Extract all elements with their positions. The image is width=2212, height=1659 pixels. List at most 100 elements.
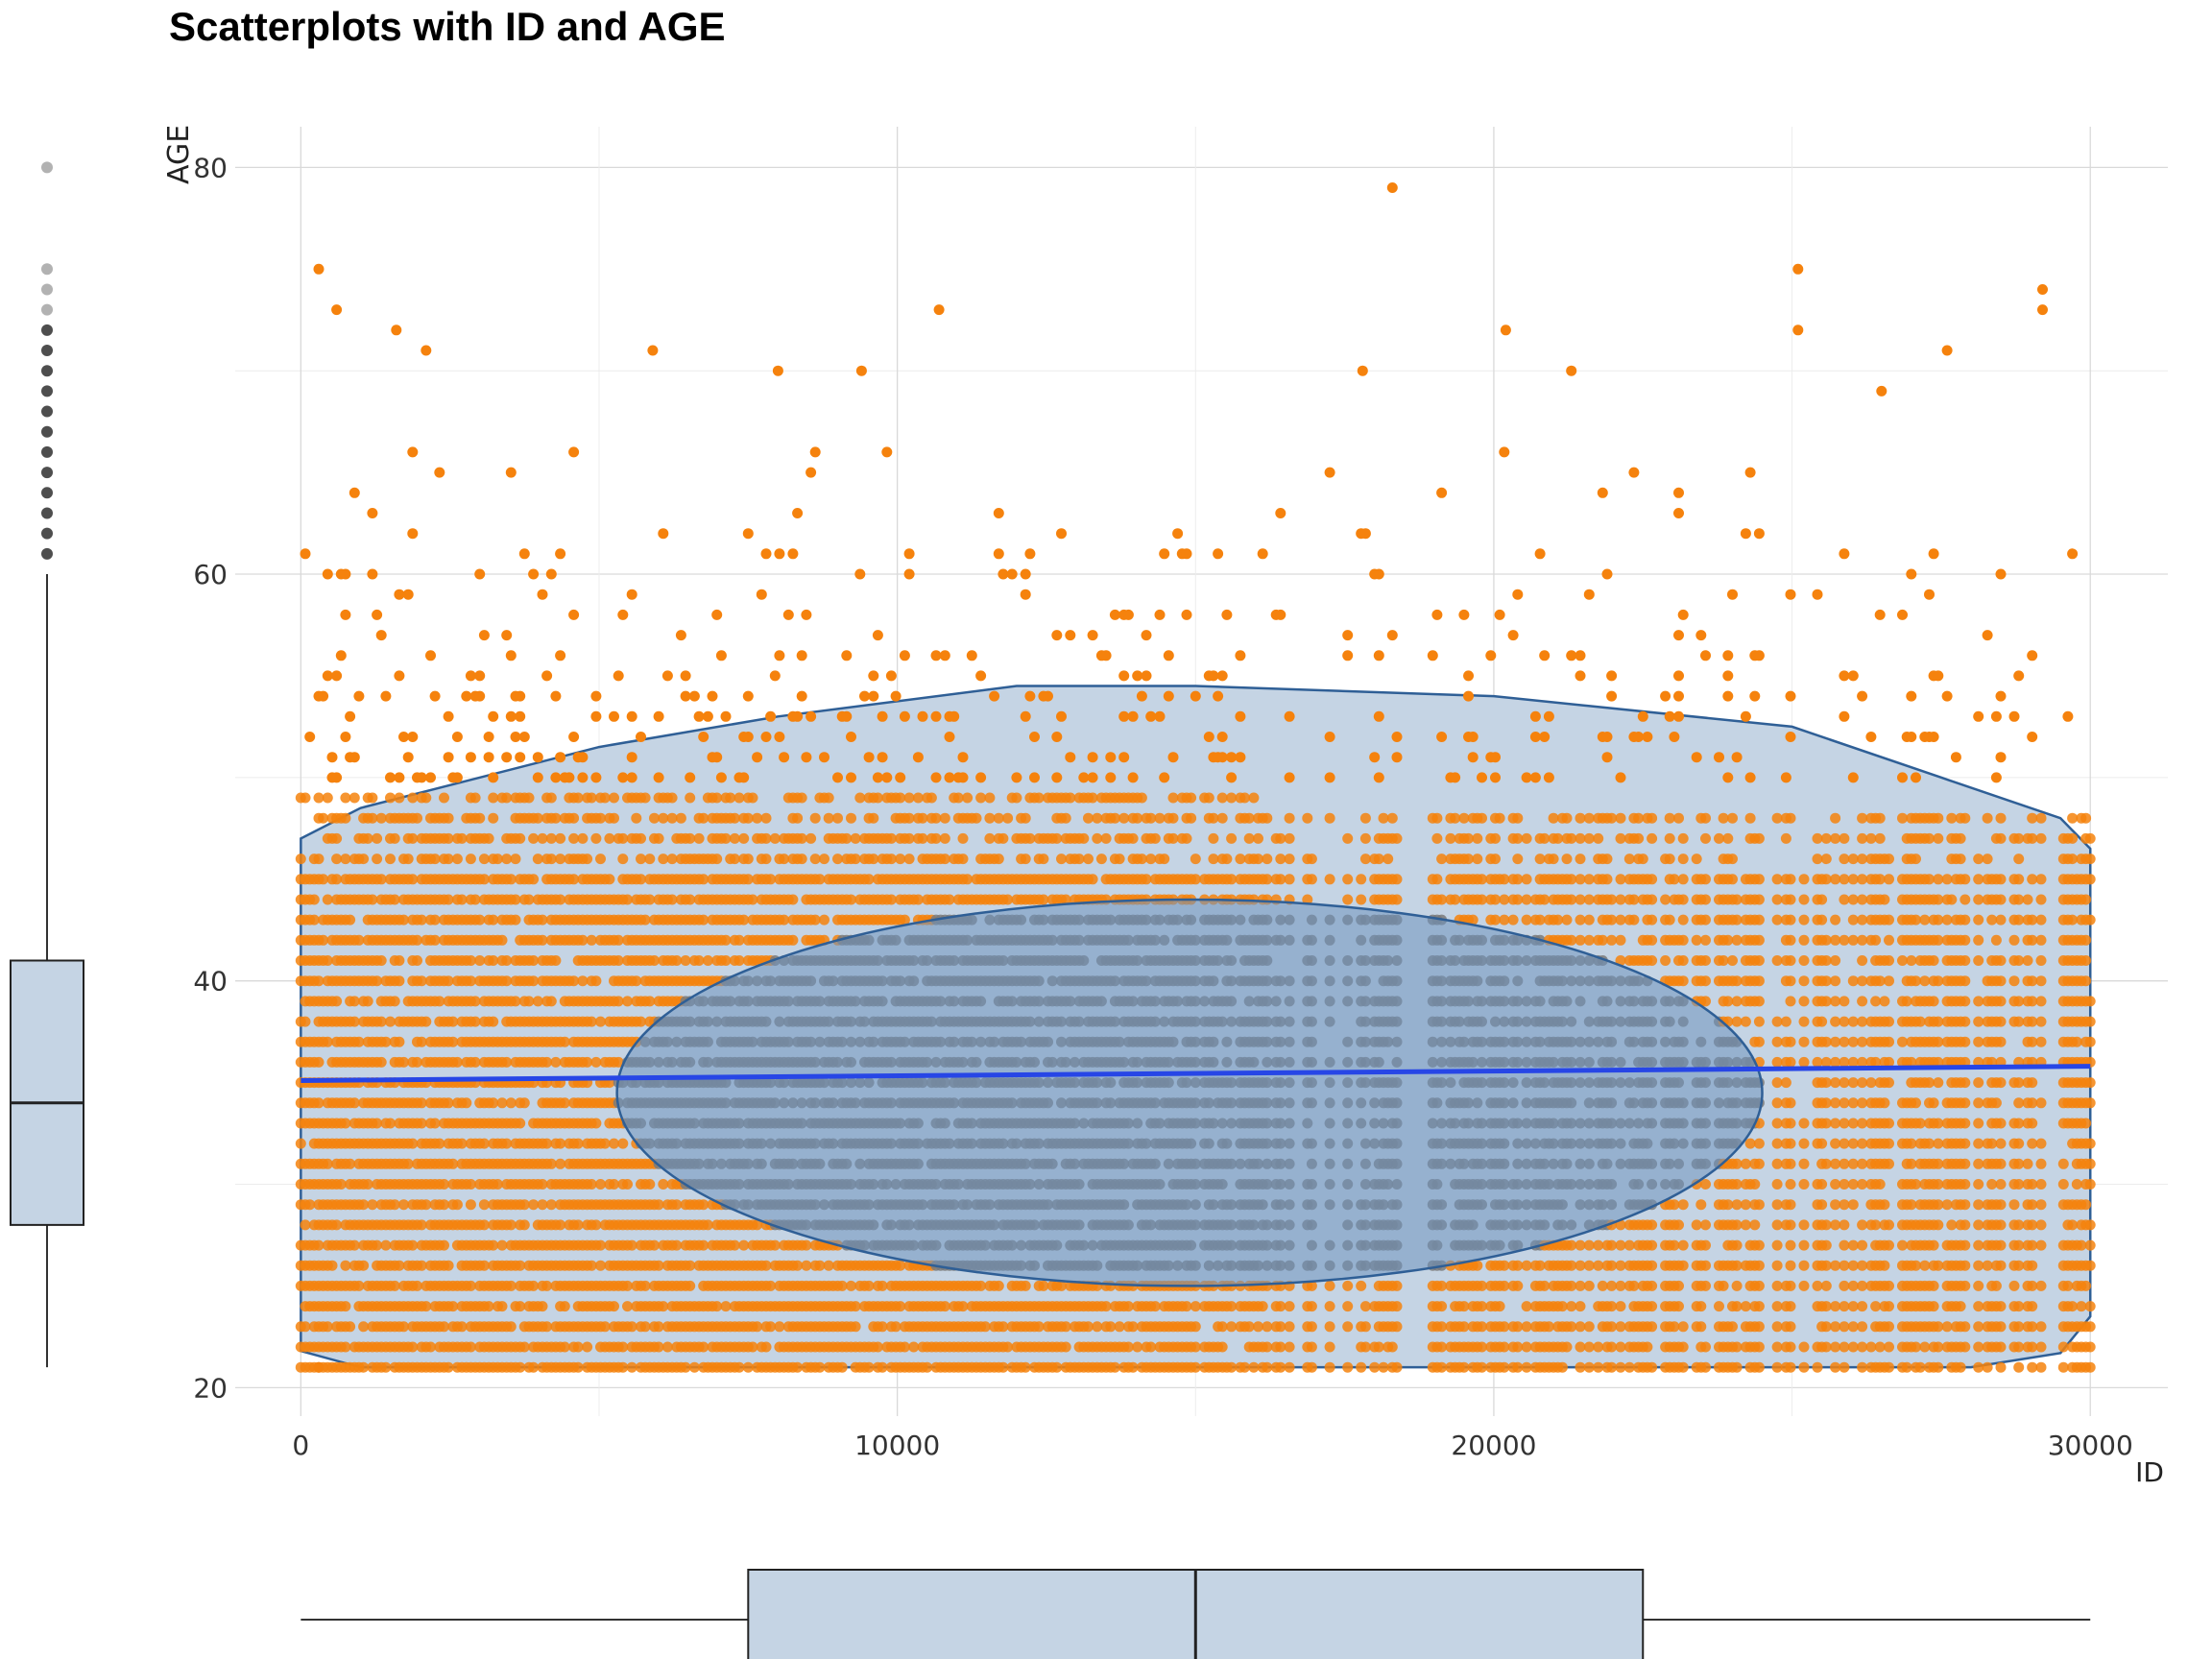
scatter-point xyxy=(483,1301,494,1312)
scatter-point xyxy=(478,630,490,641)
scatter-point xyxy=(796,690,807,702)
scatter-point xyxy=(501,955,513,966)
scatter-point xyxy=(693,832,705,844)
scatter-point xyxy=(483,732,494,742)
scatter-point xyxy=(412,1280,422,1291)
scatter-point xyxy=(510,914,521,926)
scatter-point xyxy=(617,1138,629,1149)
scatter-point xyxy=(698,732,709,742)
scatter-point xyxy=(832,772,843,783)
scatter-point xyxy=(340,854,351,865)
scatter-point xyxy=(572,792,584,804)
scatter-point xyxy=(1020,854,1031,865)
scatter-point xyxy=(372,609,383,620)
scatter-point xyxy=(488,812,499,824)
scatter-point xyxy=(510,732,521,742)
scatter-point xyxy=(300,1016,311,1027)
scatter-point xyxy=(707,690,718,702)
scatter-point xyxy=(685,832,696,844)
scatter-point xyxy=(912,752,924,763)
scatter-point xyxy=(590,772,602,783)
scatter-point xyxy=(568,812,580,824)
scatter-point xyxy=(1020,1280,1031,1291)
scatter-point xyxy=(322,1158,333,1169)
scatter-point xyxy=(957,832,969,844)
scatter-point xyxy=(903,548,915,560)
scatter-point xyxy=(528,1280,540,1291)
scatter-point xyxy=(380,1036,392,1047)
scatter-point xyxy=(631,812,642,824)
scatter-point xyxy=(711,752,723,763)
scatter-point xyxy=(962,874,974,885)
scatter-point xyxy=(465,955,476,966)
scatter-point xyxy=(474,670,486,682)
scatter-point xyxy=(715,650,727,661)
scatter-point xyxy=(532,752,543,763)
scatter-point xyxy=(796,854,807,865)
scatter-point xyxy=(823,792,834,804)
scatter-point xyxy=(590,975,602,987)
scatter-point xyxy=(877,752,888,763)
scatter-point xyxy=(774,650,785,661)
scatter-point xyxy=(939,832,950,844)
scatter-point xyxy=(796,792,807,804)
scatter-point xyxy=(850,832,861,844)
scatter-point xyxy=(1020,710,1031,722)
scatter-point xyxy=(402,752,414,763)
chart-title: Scatterplots with ID and AGE xyxy=(169,4,726,49)
scatter-point xyxy=(801,752,812,763)
scatter-point xyxy=(331,832,343,844)
scatter-point xyxy=(903,854,915,865)
scatter-point xyxy=(429,914,441,926)
scatter-point xyxy=(322,1321,333,1333)
scatter-point xyxy=(331,996,343,1007)
scatter-point xyxy=(688,690,700,702)
scatter-point xyxy=(1051,772,1063,783)
scatter-point xyxy=(774,1321,785,1333)
scatter-point xyxy=(595,1260,606,1271)
scatter-point xyxy=(1141,670,1152,682)
scatter-point xyxy=(501,1056,513,1068)
scatter-point xyxy=(792,508,804,518)
scatter-point xyxy=(939,812,950,824)
scatter-point xyxy=(389,894,400,905)
scatter-point xyxy=(358,1321,370,1333)
scatter-point xyxy=(447,1036,459,1047)
scatter-point xyxy=(545,792,557,804)
scatter-point xyxy=(885,670,897,682)
scatter-point xyxy=(385,1118,396,1129)
scatter-point xyxy=(568,732,580,742)
scatter-point xyxy=(447,1158,459,1169)
scatter-point xyxy=(577,752,589,763)
scatter-point xyxy=(443,812,454,824)
scatter-point xyxy=(318,934,329,946)
scatter-point xyxy=(895,792,906,804)
scatter-point xyxy=(895,772,906,783)
scatter-point xyxy=(416,1097,427,1109)
scatter-point xyxy=(300,792,311,804)
scatter-point xyxy=(407,1138,419,1149)
scatter-point xyxy=(680,670,691,682)
scatter-point xyxy=(528,955,540,966)
scatter-point xyxy=(917,832,928,844)
scatter-point xyxy=(1087,772,1098,783)
scatter-point xyxy=(975,670,987,682)
scatter-point xyxy=(349,1097,360,1109)
scatter-point xyxy=(1105,772,1117,783)
scatter-point xyxy=(416,914,427,926)
scatter-point xyxy=(930,710,942,722)
scatter-point xyxy=(595,854,606,865)
scatter-point xyxy=(975,772,987,783)
scatter-point xyxy=(331,772,343,783)
scatter-point xyxy=(868,670,879,682)
scatter-point xyxy=(335,1179,347,1190)
scatter-point xyxy=(1002,812,1014,824)
scatter-point xyxy=(478,1260,490,1271)
scatter-point xyxy=(1154,609,1166,620)
scatter-point xyxy=(1118,710,1130,722)
scatter-point xyxy=(345,710,356,722)
scatter-point xyxy=(478,1219,490,1231)
scatter-point xyxy=(850,1321,861,1333)
scatter-point xyxy=(742,690,754,702)
